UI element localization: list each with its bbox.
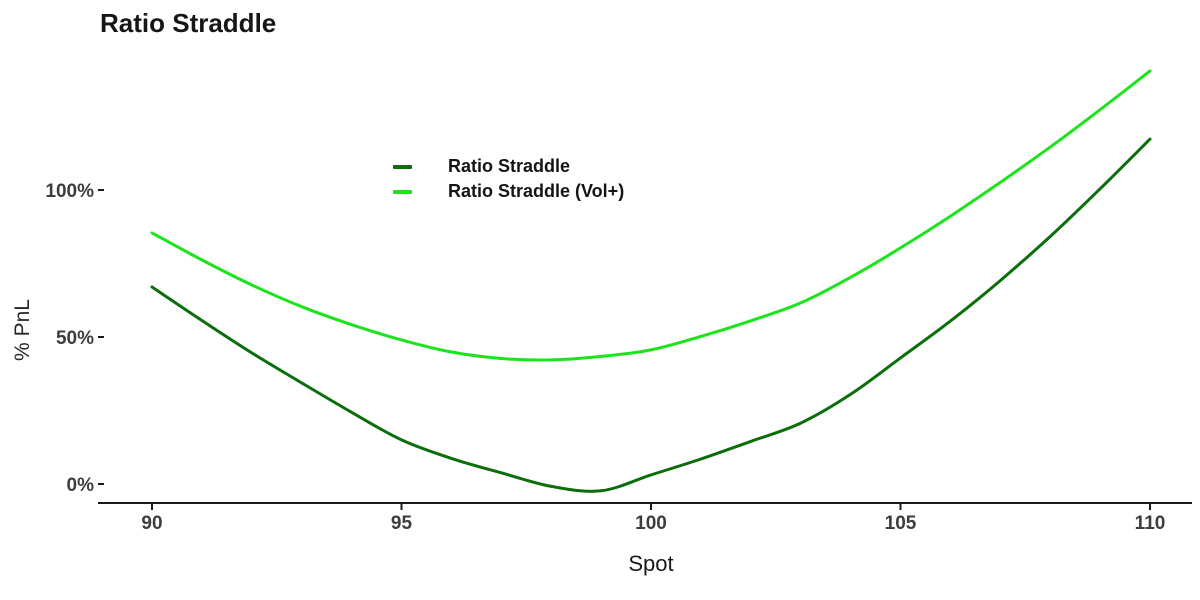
legend-swatch-icon (393, 189, 412, 194)
x-tick-label: 90 (141, 513, 162, 534)
y-axis-title: % PnL (11, 299, 34, 361)
x-tick-label: 95 (391, 513, 413, 534)
legend-label: Ratio Straddle (448, 156, 571, 176)
x-tick-label: 105 (885, 513, 917, 534)
y-tick-label: 0% (67, 475, 95, 496)
x-tick-label: 110 (1135, 513, 1166, 534)
chart-title: Ratio Straddle (100, 8, 277, 38)
x-axis-title: Spot (628, 551, 674, 576)
legend-item-2[interactable]: Ratio Straddle (Vol+) (393, 181, 624, 202)
y-tick-label: 100% (45, 181, 94, 202)
series-line-1 (150, 137, 1152, 493)
x-tick-label: 100 (635, 513, 667, 534)
legend-item-1[interactable]: Ratio Straddle (393, 156, 624, 177)
legend: Ratio Straddle Ratio Straddle (Vol+) (393, 156, 624, 202)
legend-swatch-icon (393, 164, 412, 169)
legend-label: Ratio Straddle (Vol+) (448, 181, 625, 201)
y-tick-label: 50% (56, 328, 94, 349)
series-line-2 (150, 69, 1152, 362)
